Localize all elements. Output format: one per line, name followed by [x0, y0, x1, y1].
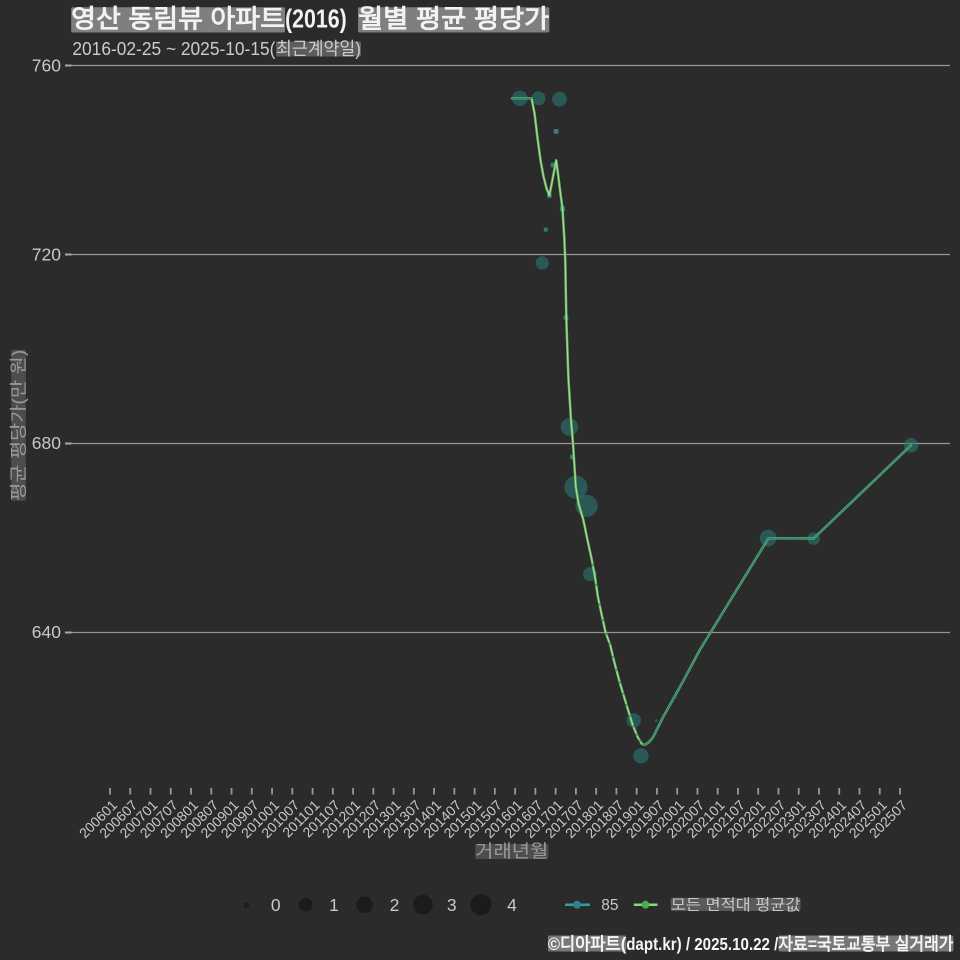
svg-text:4: 4 — [507, 895, 517, 915]
svg-text:영산 동림뷰 아파트: 영산 동림뷰 아파트 — [71, 5, 285, 33]
svg-text:모든 면적대 평균값: 모든 면적대 평균값 — [671, 896, 801, 914]
svg-text:720: 720 — [32, 244, 61, 264]
svg-text:1: 1 — [329, 895, 339, 915]
svg-text:거래년월: 거래년월 — [475, 842, 548, 862]
svg-text:3: 3 — [447, 895, 457, 915]
svg-text:640: 640 — [32, 622, 61, 642]
svg-text:760: 760 — [32, 56, 61, 76]
svg-text:0: 0 — [271, 895, 281, 915]
svg-text:최근계약일): 최근계약일) — [276, 39, 361, 59]
svg-text:dapt.kr) / 2025.10.22 /: dapt.kr) / 2025.10.22 / — [626, 934, 778, 954]
svg-text:2: 2 — [390, 895, 400, 915]
svg-text:85: 85 — [601, 897, 618, 914]
svg-text:2016-02-25 ~ 2025-10-15(: 2016-02-25 ~ 2025-10-15( — [72, 39, 275, 59]
svg-text:월별 평균 평당가: 월별 평균 평당가 — [358, 5, 550, 33]
svg-text:680: 680 — [32, 433, 61, 453]
svg-text:(2016): (2016) — [285, 5, 347, 33]
svg-text:자료=국토교통부 실거래가: 자료=국토교통부 실거래가 — [778, 934, 953, 954]
svg-text:©디아파트(: ©디아파트( — [548, 934, 626, 954]
svg-text:평균 평당가(만 원): 평균 평당가(만 원) — [9, 350, 29, 501]
